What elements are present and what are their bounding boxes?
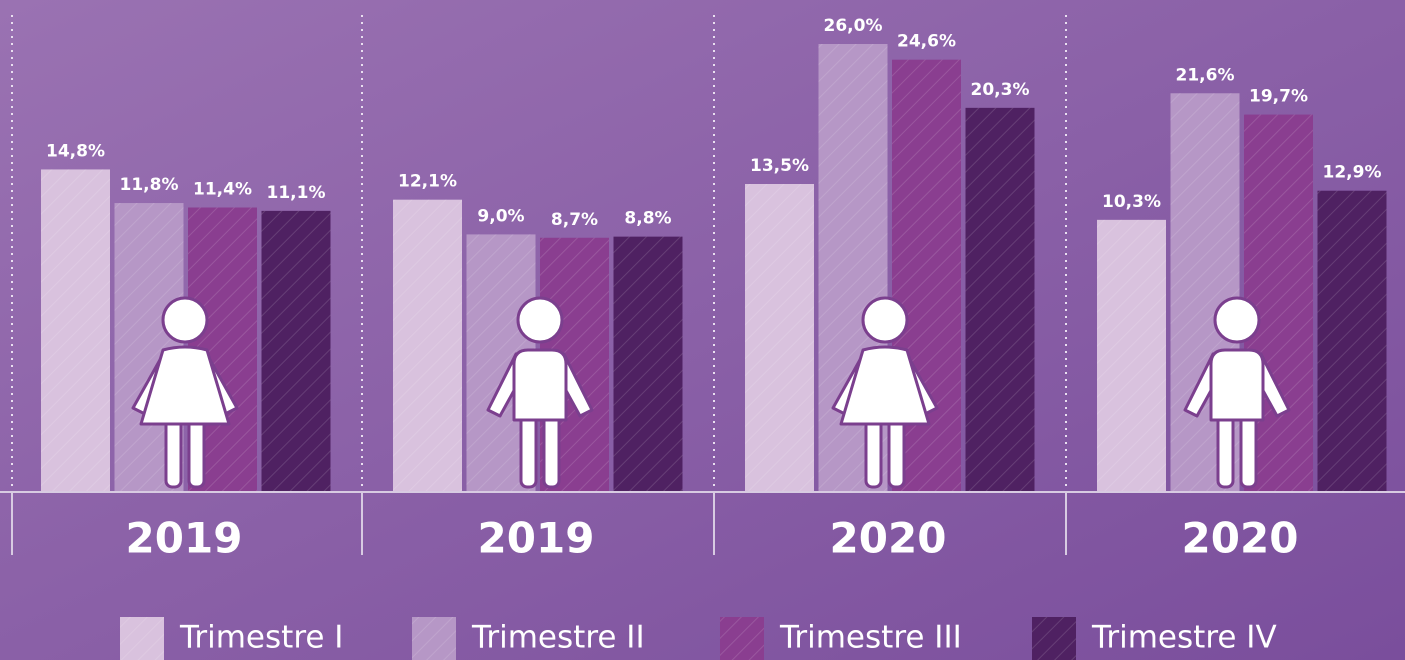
bar-hatch	[41, 169, 110, 492]
value-label: 13,5%	[750, 156, 809, 176]
value-label: 19,7%	[1249, 87, 1308, 107]
legend-swatch-hatch	[412, 617, 456, 660]
legend: Trimestre I Trimestre II Trimestre III Trim…	[120, 617, 1277, 660]
category-label: 2020	[1182, 514, 1299, 563]
value-label: 12,9%	[1323, 163, 1382, 183]
value-label: 14,8%	[46, 141, 105, 161]
bar-hatch	[1097, 219, 1166, 492]
bar-hatch	[745, 184, 814, 492]
bar-hatch	[613, 236, 683, 492]
value-label: 8,7%	[551, 210, 598, 230]
value-label: 21,6%	[1176, 65, 1235, 85]
legend-swatch-hatch	[120, 617, 164, 660]
dividers	[11, 15, 1067, 555]
legend-label: Trimestre II	[471, 620, 645, 656]
legend-swatch-hatch	[720, 617, 764, 660]
value-label: 26,0%	[824, 16, 883, 36]
value-label: 24,6%	[897, 32, 956, 52]
legend-label: Trimestre I	[179, 620, 343, 656]
bar-hatch	[1317, 190, 1387, 492]
bar-hatch	[261, 210, 331, 492]
category-label: 2019	[126, 514, 243, 563]
value-label: 11,4%	[193, 180, 252, 200]
value-label: 8,8%	[624, 209, 671, 229]
value-label: 10,3%	[1102, 192, 1161, 212]
value-label: 11,1%	[267, 183, 326, 203]
legend-label: Trimestre IV	[1091, 620, 1277, 656]
legend-label: Trimestre III	[779, 620, 962, 656]
legend-swatch-hatch	[1032, 617, 1076, 660]
bar-hatch	[393, 199, 462, 492]
bar-hatch	[965, 107, 1035, 492]
value-label: 11,8%	[120, 175, 179, 195]
value-label: 12,1%	[398, 172, 457, 192]
category-label: 2020	[830, 514, 947, 563]
value-label: 20,3%	[971, 80, 1030, 100]
bars	[41, 44, 1387, 493]
category-label: 2019	[478, 514, 595, 563]
value-label: 9,0%	[477, 206, 524, 226]
labels: 2019 14,8% 11,8% 11,4% 11,1% 2019 12,1% 9,0% 8,7…	[46, 16, 1381, 563]
